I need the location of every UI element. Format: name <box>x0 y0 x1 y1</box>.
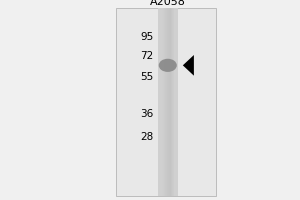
Bar <box>164 8 168 196</box>
Bar <box>162 8 166 196</box>
Ellipse shape <box>159 59 177 72</box>
Text: 72: 72 <box>140 51 154 61</box>
Polygon shape <box>183 55 194 76</box>
Text: 55: 55 <box>140 72 154 82</box>
Bar <box>166 8 170 196</box>
Text: A2058: A2058 <box>150 0 186 7</box>
Bar <box>161 8 165 196</box>
Bar <box>116 8 216 196</box>
Text: 36: 36 <box>140 109 154 119</box>
Bar <box>170 8 174 196</box>
Bar <box>158 8 178 196</box>
Bar <box>169 8 173 196</box>
Bar <box>167 8 171 196</box>
Text: 28: 28 <box>140 132 154 142</box>
Bar <box>168 8 172 196</box>
Bar <box>165 8 169 196</box>
Text: 95: 95 <box>140 32 154 42</box>
Bar <box>163 8 167 196</box>
